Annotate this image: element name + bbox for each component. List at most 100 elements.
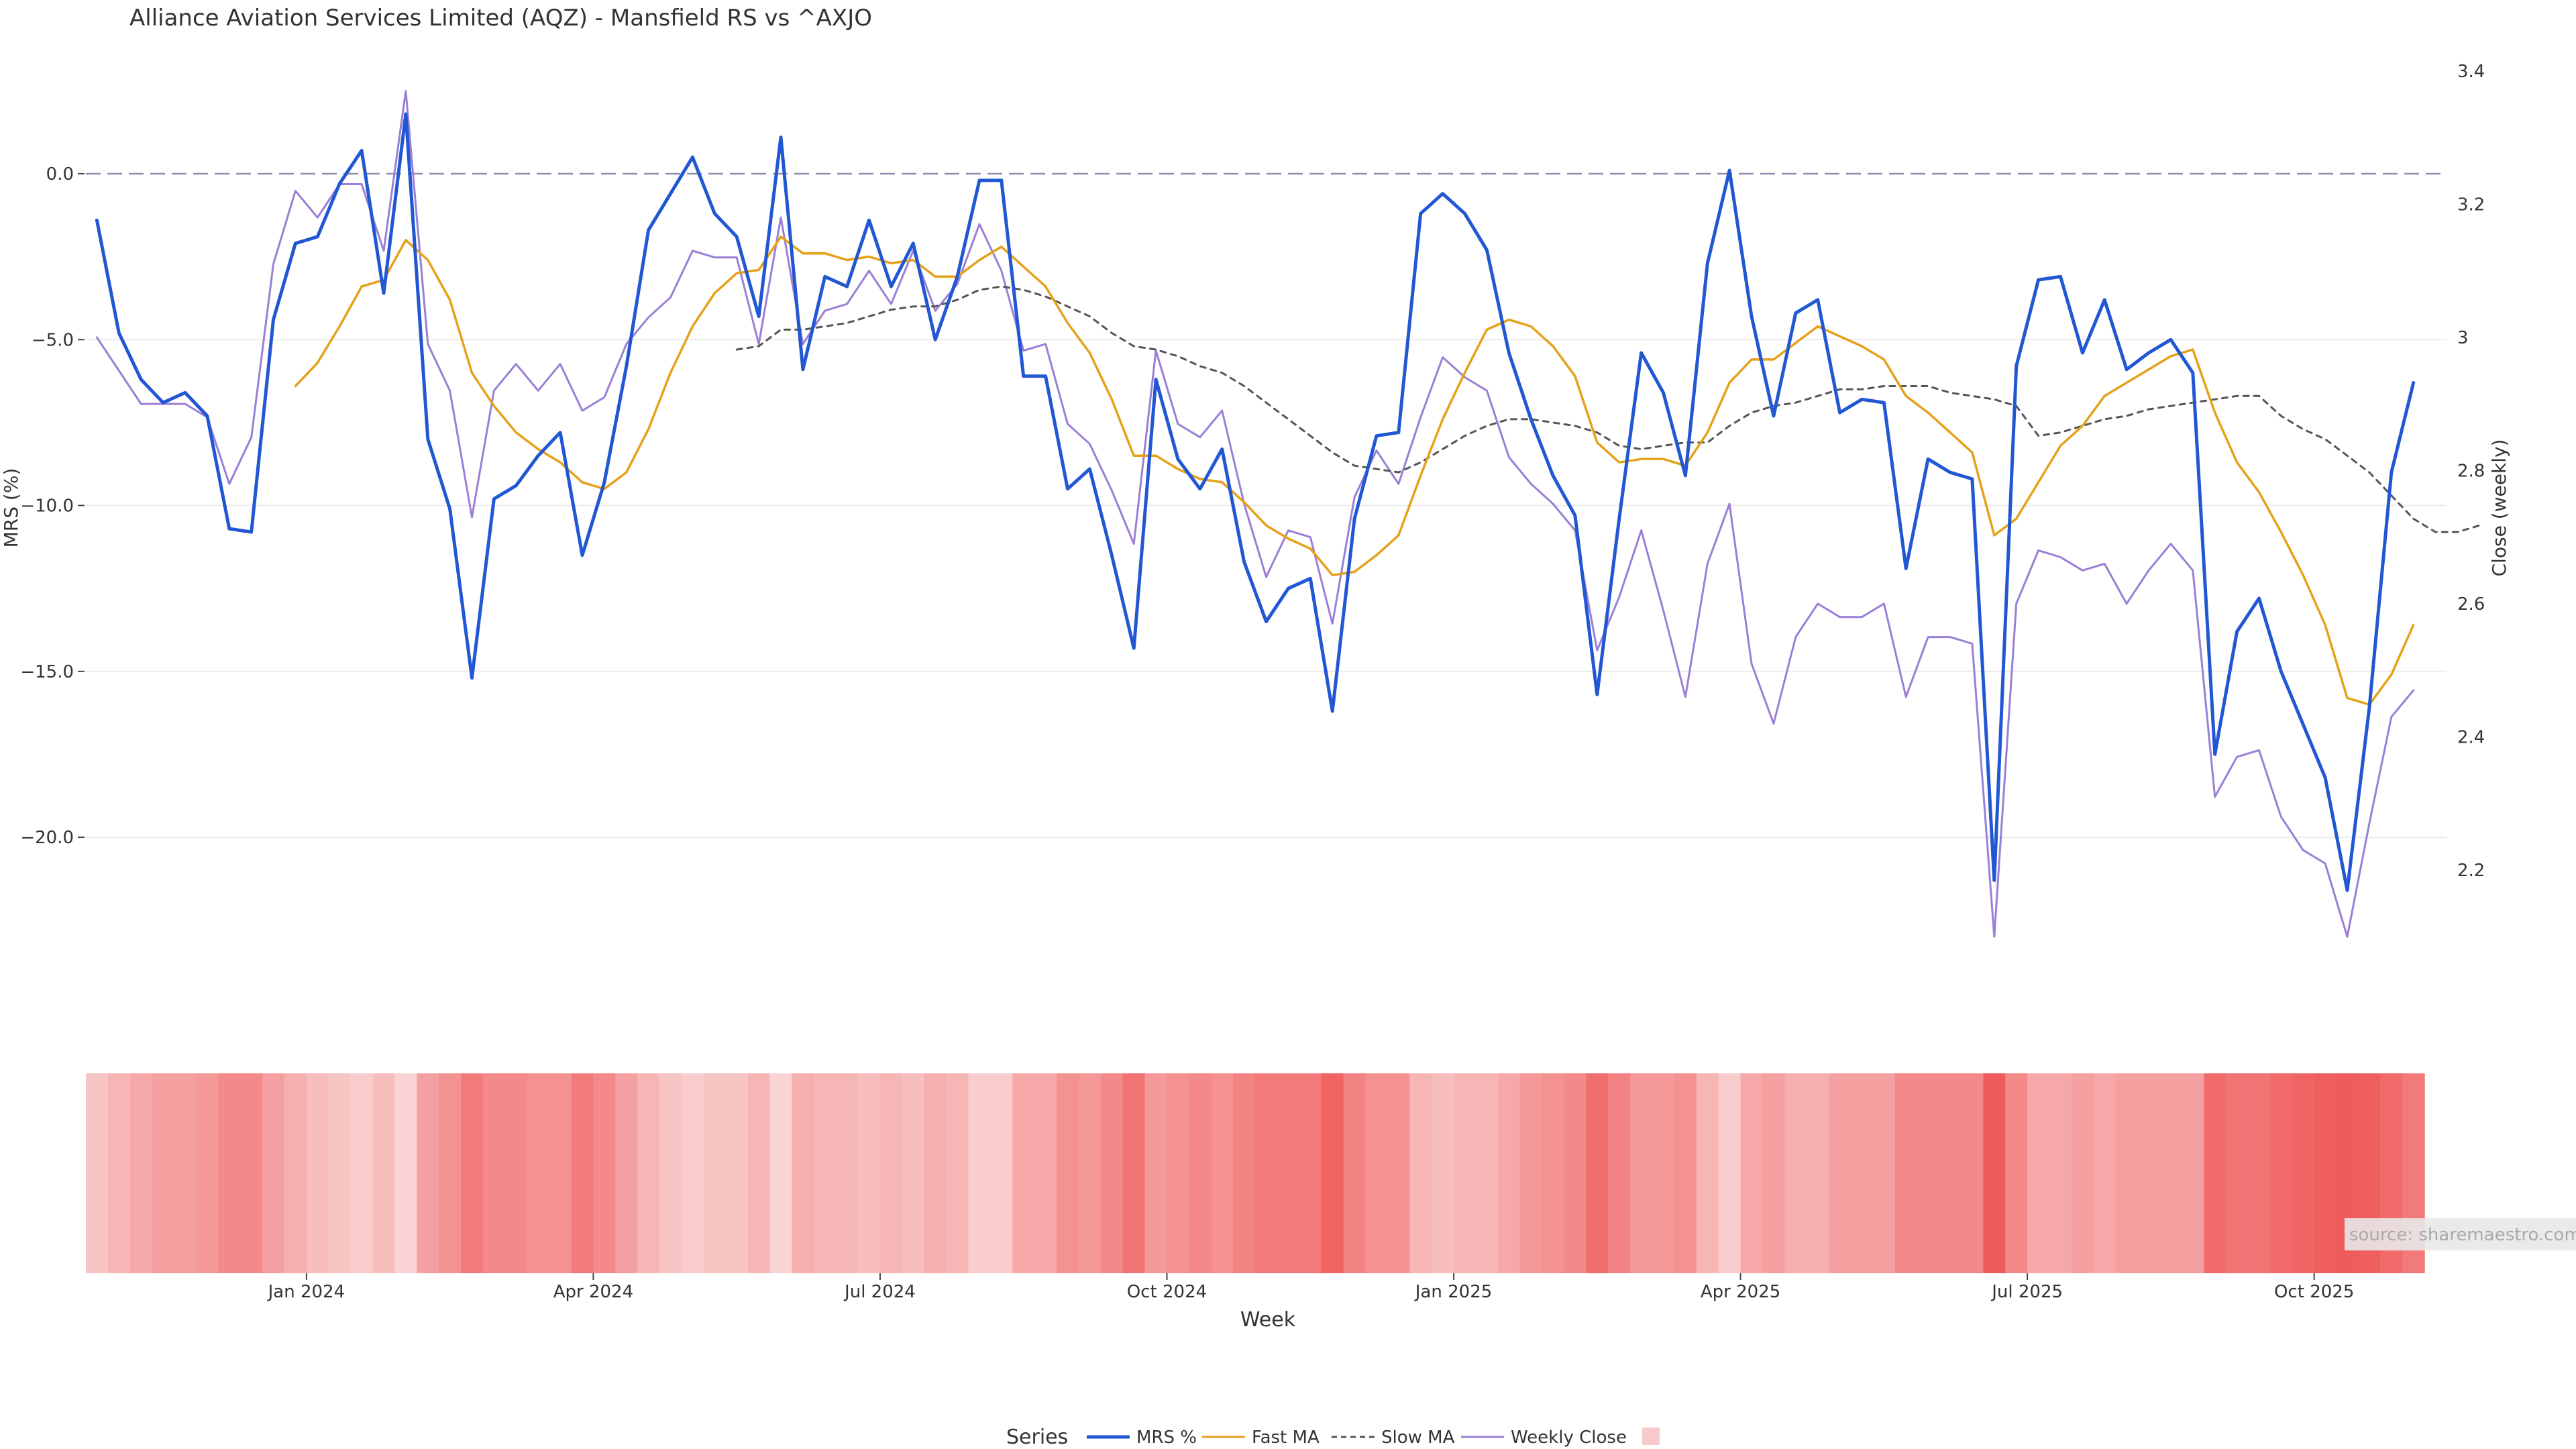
heatmap-cell [1696,1073,1719,1273]
heatmap-cell [1432,1073,1454,1273]
heatmap-cell [1961,1073,1984,1273]
heatmap-cell [1211,1073,1234,1273]
heatmap-cell [1122,1073,1146,1273]
x-tick-label: Jan 2024 [267,1282,345,1302]
heatmap-cell [129,1073,153,1273]
heatmap-cell [1079,1073,1102,1273]
heatmap-cell [1939,1073,1962,1273]
heatmap-cell [284,1073,307,1273]
heatmap-cell [1144,1073,1168,1273]
right-tick-label: 2.4 [2457,727,2485,747]
heatmap-cell [1475,1073,1499,1273]
heatmap-cell [1542,1073,1565,1273]
heatmap-cell [747,1073,771,1273]
series-layer [95,90,2481,938]
right-tick-label: 2.8 [2457,461,2485,481]
left-tick-label: −15.0 [20,662,74,682]
source-note-box [2345,1218,2576,1250]
heatmap-cell [593,1073,616,1273]
series-line-fast-ma [294,235,2415,706]
heatmap-cell [350,1073,374,1273]
heatmap-cell [2269,1073,2293,1273]
heatmap-cell [152,1073,175,1273]
heatmap-cell [2115,1073,2139,1273]
left-tick-label: 0.0 [46,164,74,184]
heatmap-cell [703,1073,727,1273]
heatmap-cell [1189,1073,1212,1273]
heatmap-cell [1057,1073,1079,1273]
x-axis-label: Week [1240,1308,1296,1332]
right-tick-label: 2.2 [2457,861,2485,881]
heatmap-cell [968,1073,991,1273]
heatmap-cell [1740,1073,1764,1273]
heatmap-cell [769,1073,792,1273]
legend: Series MRS % Fast MA Slow MA Weekly Close [1006,1426,1660,1449]
left-axis-ticks: 0.0 −5.0 −10.0 −15.0 −20.0 [20,164,85,848]
x-tick-label: Apr 2024 [553,1282,633,1302]
legend-label: MRS % [1136,1428,1197,1448]
heatmap-cell [1894,1073,1918,1273]
heatmap-cell [1167,1073,1189,1273]
right-tick-label: 3.4 [2457,62,2485,82]
heatmap-cell [1454,1073,1477,1273]
heatmap-cell [1917,1073,1940,1273]
heatmap-cell [902,1073,925,1273]
left-axis-label: MRS (%) [0,468,22,548]
source-note: source: sharemaestro.com [2349,1225,2576,1245]
heatmap-cell [1851,1073,1874,1273]
heatmap-cell [725,1073,749,1273]
heatmap-cell [527,1073,550,1273]
heatmap-cell [2159,1073,2182,1273]
heatmap-cell [792,1073,814,1273]
heatmap-cell [615,1073,638,1273]
heatmap-cell [1497,1073,1521,1273]
heatmap-cell [1829,1073,1851,1273]
heatmap-cell [107,1073,131,1273]
x-tick-label: Oct 2024 [1127,1282,1207,1302]
heatmap-cell [2071,1073,2094,1273]
heatmap-cell [2182,1073,2204,1273]
heatmap-cell [1100,1073,1124,1273]
heatmap-cell [1652,1073,1675,1273]
chart-title: Alliance Aviation Services Limited (AQZ)… [129,5,872,32]
heatmap-cell [2027,1073,2050,1273]
legend-heatmap-swatch [1642,1428,1660,1445]
heatmap-cell [417,1073,439,1273]
heatmap-cell [814,1073,837,1273]
heatmap-cell [637,1073,660,1273]
heatmap-cell [1983,1073,2006,1273]
heatmap-cell [306,1073,329,1273]
heatmap-cell [1299,1073,1322,1273]
right-tick-label: 3.2 [2457,195,2485,215]
heatmap-cell [262,1073,285,1273]
x-tick-label: Apr 2025 [1701,1282,1780,1302]
heatmap-cell [990,1073,1013,1273]
series-line-mrs [95,112,2416,892]
heatmap-cell [1564,1073,1587,1273]
x-tick-label: Oct 2025 [2274,1282,2354,1302]
heatmap-cell [2137,1073,2161,1273]
heatmap-cell [880,1073,903,1273]
heatmap-cell [372,1073,395,1273]
legend-label: Weekly Close [1511,1428,1627,1448]
heatmap-cell [2005,1073,2028,1273]
x-axis-ticks: Jan 2024 Apr 2024 Jul 2024 Oct 2024 Jan 2025… [267,1273,2354,1302]
heatmap-cell [858,1073,881,1273]
heatmap-cell [924,1073,947,1273]
heatmap-cell [439,1073,462,1273]
heatmap-cell [1343,1073,1366,1273]
left-tick-label: −20.0 [20,828,74,848]
heatmap-cell [1233,1073,1256,1273]
right-tick-label: 2.6 [2457,594,2485,614]
heatmap-cell [504,1073,528,1273]
heatmap-cell [1387,1073,1410,1273]
heatmap-cell [483,1073,506,1273]
x-tick-label: Jul 2025 [1990,1282,2063,1302]
heatmap-cell [1034,1073,1057,1273]
left-tick-label: −5.0 [32,330,74,350]
heatmap-cell [682,1073,704,1273]
heatmap-cell [218,1073,241,1273]
heatmap-cell [1519,1073,1543,1273]
heatmap-cell [86,1073,109,1273]
right-axis-ticks: 2.2 2.4 2.6 2.8 3 3.2 3.4 [2457,62,2485,881]
